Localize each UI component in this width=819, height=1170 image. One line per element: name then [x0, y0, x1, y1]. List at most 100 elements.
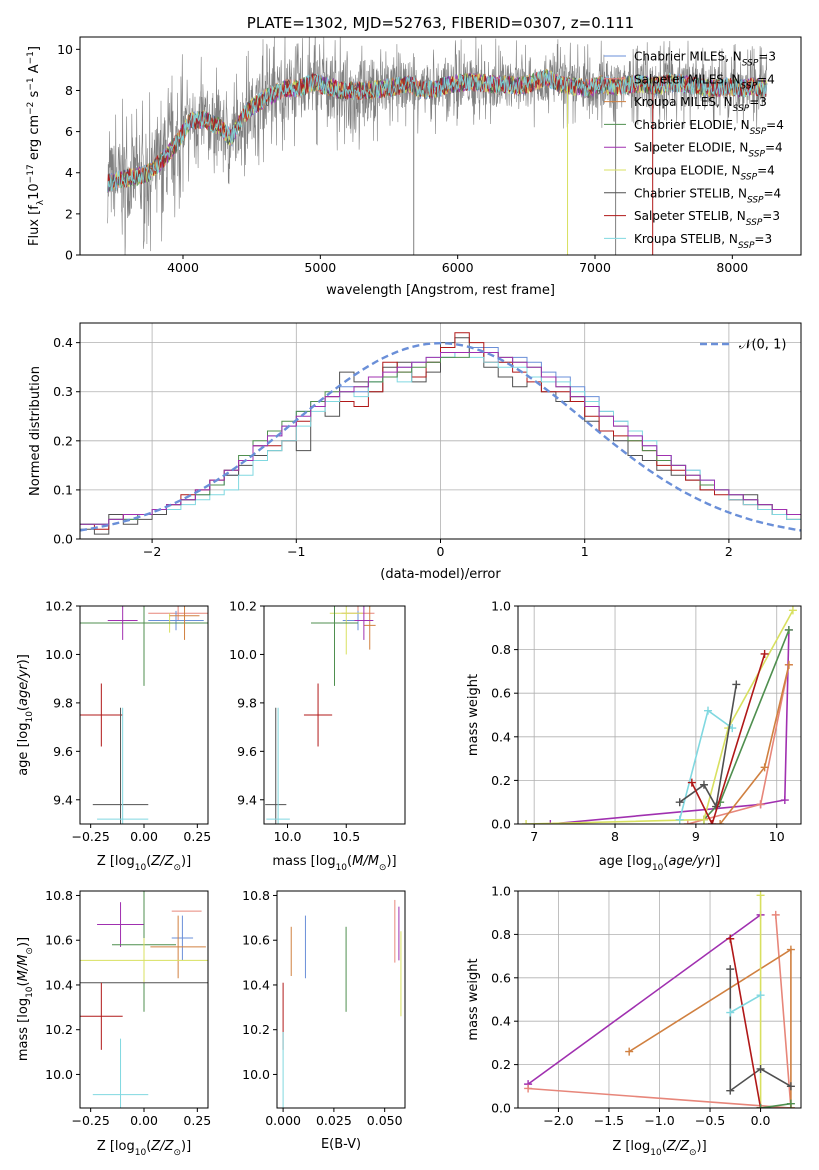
x-axis-label: age [log10(age/yr)]	[599, 854, 721, 873]
legend-label: Kroupa STELIB, NSSP=3	[634, 232, 772, 251]
x-axis-label: E(B-V)	[321, 1137, 361, 1152]
weight-marker	[522, 820, 531, 824]
y-tick-label: 10.2	[45, 599, 73, 614]
plot-area	[107, 37, 768, 255]
x-tick-label: 0.050	[367, 1113, 403, 1128]
y-tick-label: 9.8	[53, 695, 73, 710]
x-tick-label: 0.25	[183, 829, 211, 844]
x-axis-label: (data-model)/error	[380, 567, 501, 582]
x-tick-label: 9	[692, 829, 700, 844]
y-tick-label: 0.2	[491, 1057, 511, 1072]
weight-marker	[524, 1084, 533, 1093]
weight-line	[678, 709, 733, 820]
x-tick-label: 8	[611, 829, 619, 844]
weight-marker	[786, 945, 795, 954]
y-tick-label: 1.0	[491, 884, 511, 899]
y-tick-label: 10.2	[45, 1022, 73, 1037]
axes-frame	[276, 890, 406, 1109]
x-tick-label: 0.00	[130, 1113, 158, 1128]
legend-label: Salpeter ELODIE, NSSP=4	[634, 141, 783, 160]
histogram-step	[80, 352, 801, 539]
x-axis-label: Z [log10(Z/Z⊙)]	[97, 854, 191, 873]
legend-label: Salpeter STELIB, NSSP=3	[634, 209, 780, 228]
weight-marker	[756, 991, 765, 1000]
weight-marker	[760, 649, 769, 658]
legend-label: Chabrier ELODIE, NSSP=4	[634, 118, 784, 137]
weight-marker	[732, 680, 741, 689]
y-tick-label: 10.2	[242, 1022, 270, 1037]
weight-marker	[726, 934, 735, 943]
weight-marker	[726, 1008, 735, 1017]
y-tick-label: 0.6	[491, 686, 511, 701]
weight-marker	[756, 800, 765, 809]
x-axis-label: wavelength [Angstrom, rest frame]	[326, 283, 555, 298]
x-tick-label: 6000	[442, 260, 474, 275]
normal-reference-curve	[80, 341, 801, 532]
x-tick-label: 0.025	[316, 1113, 352, 1128]
y-axis-label: Flux [fλ10−17 erg cm−2 s−1 A−1]	[26, 46, 46, 246]
weight-marker	[786, 1082, 795, 1091]
weight-line	[729, 938, 762, 1108]
x-axis-label: Z [log10(Z/Z⊙)]	[612, 1139, 706, 1158]
x-tick-label: −1	[287, 544, 305, 559]
y-tick-label: 10.2	[229, 599, 257, 614]
weight-marker	[756, 1104, 765, 1108]
weight-marker	[625, 1047, 634, 1056]
y-tick-label: 9.4	[53, 792, 73, 807]
y-tick-label: 0.4	[491, 729, 511, 744]
y-tick-label: 9.6	[237, 744, 257, 759]
x-tick-label: 4000	[167, 260, 199, 275]
y-tick-label: 0.8	[491, 927, 511, 942]
residual-histogram-panel: −2 −1 0 1 2 0.0 0.1 0.2 0.3 0.4 (data-model)/error…	[28, 322, 802, 582]
mass-vs-extinction-panel: 0.000 0.025 0.050 10.0 10.2 10.4 10.6 10.8 E(B-V…	[242, 888, 406, 1152]
y-tick-label: 0.3	[53, 384, 73, 399]
axes-frame	[263, 605, 406, 825]
model-spectrum-line	[107, 70, 768, 193]
weight-marker	[716, 820, 725, 824]
y-tick-label: 10.6	[242, 933, 270, 948]
chart-title: PLATE=1302, MJD=52763, FIBERID=0307, z=0…	[247, 14, 634, 32]
y-tick-label: 10.8	[242, 888, 270, 903]
x-tick-label: 7	[530, 829, 538, 844]
weight-marker	[760, 763, 769, 772]
legend: Chabrier MILES, NSSP=3 Salpeter MILES, NS…	[604, 50, 784, 251]
weight-marker	[687, 778, 696, 787]
y-tick-label: 10.4	[45, 977, 73, 992]
plot-area	[282, 899, 402, 1108]
weight-marker	[786, 1099, 795, 1108]
x-axis-label: Z [log10(Z/Z⊙)]	[97, 1139, 191, 1158]
plot-area	[522, 606, 797, 824]
weight-marker	[546, 820, 555, 824]
y-tick-label: 10.0	[229, 647, 257, 662]
weight-marker	[699, 780, 708, 789]
y-tick-label: 9.6	[53, 744, 73, 759]
weight-line	[729, 994, 761, 1014]
x-tick-label: 7000	[579, 260, 611, 275]
weight-marker	[784, 660, 793, 669]
weight-marker	[708, 820, 717, 824]
y-tick-label: 0.6	[491, 970, 511, 985]
model-spectrum-line	[107, 70, 768, 193]
y-tick-label: 4	[65, 165, 73, 180]
y-tick-label: 10.0	[45, 647, 73, 662]
x-tick-label: 10.5	[332, 829, 360, 844]
weight-line	[526, 610, 794, 824]
x-tick-label: 10	[769, 829, 785, 844]
x-tick-label: −0.25	[72, 1113, 110, 1128]
legend-label: Kroupa ELODIE, NSSP=4	[634, 164, 775, 183]
legend-label: Chabrier MILES, NSSP=3	[634, 50, 776, 69]
plot-area	[524, 891, 795, 1108]
weight-line	[550, 629, 790, 824]
age-vs-mass-panel: 10.0 10.5 9.4 9.6 9.8 10.0 10.2 mass [log10(M/M…	[229, 599, 406, 873]
weight-marker	[771, 910, 780, 919]
weight-marker	[756, 1064, 765, 1073]
legend-label: Kroupa MILES, NSSP=3	[634, 95, 767, 114]
x-tick-label: 8000	[716, 260, 748, 275]
y-tick-label: 2	[65, 206, 73, 221]
x-tick-label: −1.0	[644, 1113, 674, 1128]
legend-label: Chabrier STELIB, NSSP=4	[634, 186, 781, 205]
y-tick-label: 0	[65, 248, 73, 263]
weight-line	[691, 653, 766, 824]
y-tick-label: 1.0	[491, 599, 511, 614]
